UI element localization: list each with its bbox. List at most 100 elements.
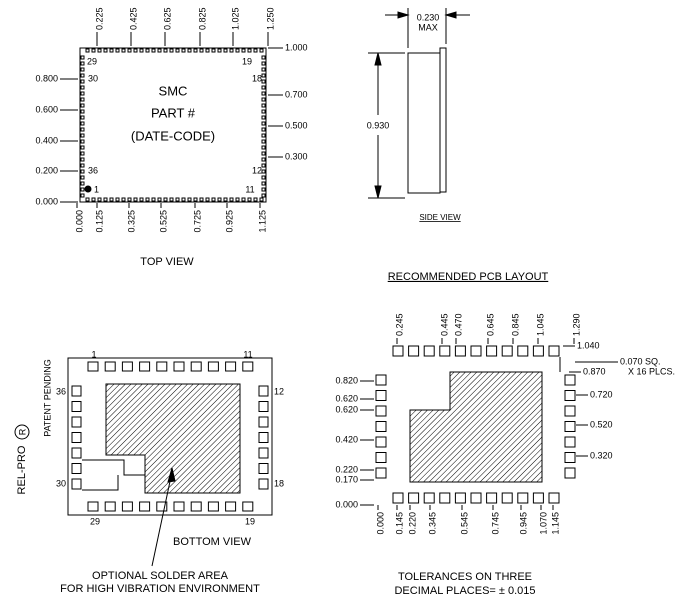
dim-label: 0.700 (285, 89, 308, 99)
pad (71, 478, 82, 490)
pad (80, 187, 85, 192)
pad (470, 492, 482, 504)
pad (211, 48, 216, 53)
pad (261, 115, 266, 120)
pad (80, 73, 85, 78)
pad (241, 197, 246, 202)
pad (261, 73, 266, 78)
pad (121, 501, 133, 512)
pad (104, 501, 116, 512)
pad (193, 197, 198, 202)
pad (80, 103, 85, 108)
pad (156, 361, 168, 372)
pad (564, 405, 576, 417)
pad (261, 109, 266, 114)
dim-label: 0.745 (490, 512, 500, 535)
dim-label: 0.720 (590, 389, 613, 399)
dim-label: 0.420 (335, 434, 358, 444)
pad (187, 48, 192, 53)
pad (193, 48, 198, 53)
pad (261, 145, 266, 150)
pad (205, 48, 210, 53)
pad (261, 139, 266, 144)
pad (564, 421, 576, 432)
pad (258, 478, 269, 490)
pad (80, 133, 85, 138)
pin-label: 12 (252, 165, 262, 175)
pin-label: 18 (252, 73, 262, 83)
dim-label: 0.425 (128, 7, 138, 30)
brand-mark: R (17, 428, 27, 435)
pad (423, 492, 435, 504)
pad (103, 197, 108, 202)
pad (261, 157, 266, 162)
pad (217, 197, 222, 202)
top-package (79, 47, 267, 203)
pad (71, 432, 82, 443)
pad (375, 436, 387, 448)
dim-label: 0.820 (335, 375, 358, 385)
pad (97, 48, 102, 53)
pad (139, 361, 151, 372)
pad (225, 501, 237, 512)
pad (253, 48, 258, 53)
pad (80, 115, 85, 120)
dim-label: 0.000 (35, 196, 58, 206)
dim-label: 0.625 (162, 7, 172, 30)
pad (80, 127, 85, 132)
pad (173, 501, 185, 512)
pad (80, 151, 85, 156)
pad (375, 390, 387, 401)
bottom-package (67, 357, 273, 516)
pad (187, 197, 192, 202)
pad (258, 447, 269, 459)
pad (223, 48, 228, 53)
pad (80, 67, 85, 72)
pad (261, 133, 266, 138)
top-label: SMC (159, 83, 188, 98)
dim-label: 0.825 (197, 7, 207, 30)
dim-label: 0.545 (459, 512, 469, 535)
pad (258, 416, 269, 428)
arrow (444, 11, 457, 19)
pad (259, 48, 264, 53)
dim-label: 0.520 (590, 419, 613, 429)
dim-label: 0.300 (285, 151, 308, 161)
pad (80, 85, 85, 90)
pad (80, 175, 85, 180)
pin-label: 30 (88, 73, 98, 83)
arrow (397, 11, 410, 19)
pad (261, 91, 266, 96)
pad (258, 401, 269, 412)
pin-label: 18 (274, 478, 284, 488)
pad (190, 361, 202, 372)
pad (564, 452, 576, 463)
pad (259, 197, 264, 202)
pad (103, 48, 108, 53)
dim-label: 0.225 (94, 7, 104, 30)
pad (151, 197, 156, 202)
pad (375, 374, 387, 386)
pad (261, 187, 266, 192)
dim-label: 1.250 (265, 7, 275, 30)
pad (548, 492, 560, 504)
pcb-pads (375, 345, 576, 504)
pad (247, 48, 252, 53)
pad (109, 48, 114, 53)
pad (253, 197, 258, 202)
pad (145, 48, 150, 53)
pad (261, 85, 266, 90)
dim-label: 0.145 (394, 512, 404, 535)
pin-label: 30 (56, 478, 66, 488)
pad (375, 467, 387, 479)
pad (139, 197, 144, 202)
pad (392, 492, 404, 504)
dim-label: 0.525 (158, 210, 168, 233)
dim-label: 0.000 (74, 210, 84, 233)
pad (80, 109, 85, 114)
pad (80, 121, 85, 126)
dim-note: MAX (418, 22, 438, 32)
trace (82, 459, 145, 476)
pin-label: 29 (90, 516, 100, 526)
dim-label: 0.170 (335, 474, 358, 484)
